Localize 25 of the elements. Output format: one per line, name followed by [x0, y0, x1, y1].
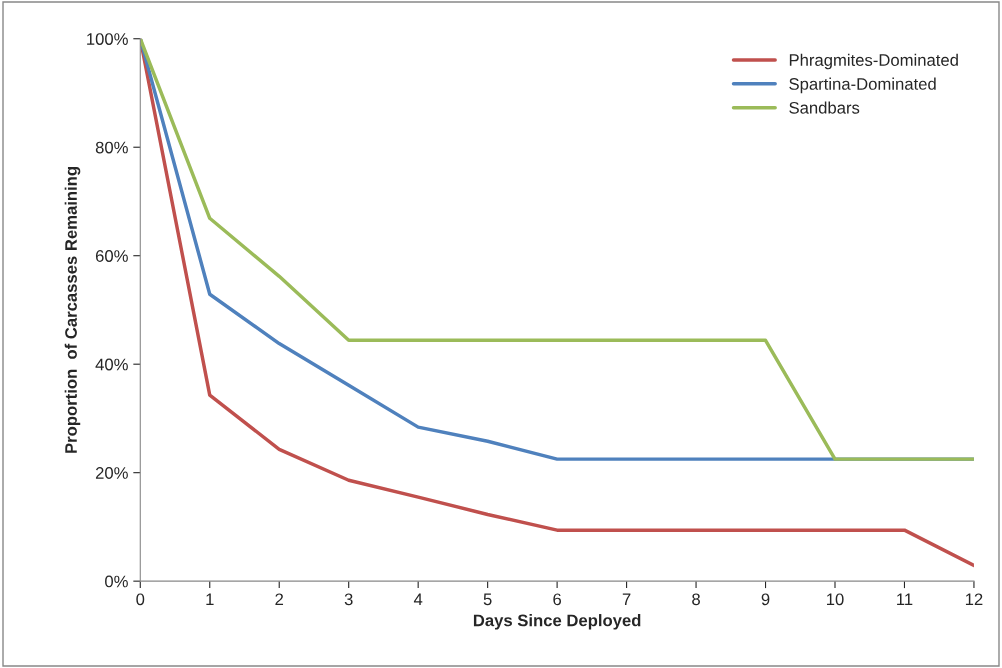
legend-label: Sandbars — [789, 101, 860, 114]
x-tick-label: 7 — [622, 593, 631, 606]
x-tick-label: 12 — [965, 593, 983, 606]
legend-label: Phragmites-Dominated — [789, 53, 958, 70]
x-tick-label: 5 — [483, 593, 492, 606]
y-tick-label: 40% — [95, 358, 128, 371]
x-tick-label: 9 — [761, 593, 770, 606]
y-tick-label: 60% — [95, 250, 128, 262]
x-tick-label: 0 — [136, 593, 145, 606]
y-axis-title: Proportion of Carcasses Remaining — [64, 167, 81, 453]
x-tick-label: 4 — [413, 593, 423, 606]
y-tick-label: 20% — [95, 467, 128, 479]
x-tick-label: 6 — [553, 593, 562, 606]
legend-label: Spartina-Dominated — [789, 77, 936, 94]
y-tick-label: 100% — [87, 33, 128, 45]
y-tick-label: 0% — [105, 575, 128, 588]
x-tick-label: 1 — [206, 593, 214, 606]
x-tick-label: 2 — [275, 593, 284, 606]
x-tick-label: 11 — [897, 593, 913, 606]
x-tick-label: 8 — [692, 593, 700, 606]
x-tick-label: 3 — [344, 593, 353, 606]
x-axis-title: Days Since Deployed — [473, 614, 641, 630]
y-tick-label: 80% — [95, 141, 128, 154]
x-tick-label: 10 — [827, 593, 844, 606]
line-series — [140, 38, 974, 461]
